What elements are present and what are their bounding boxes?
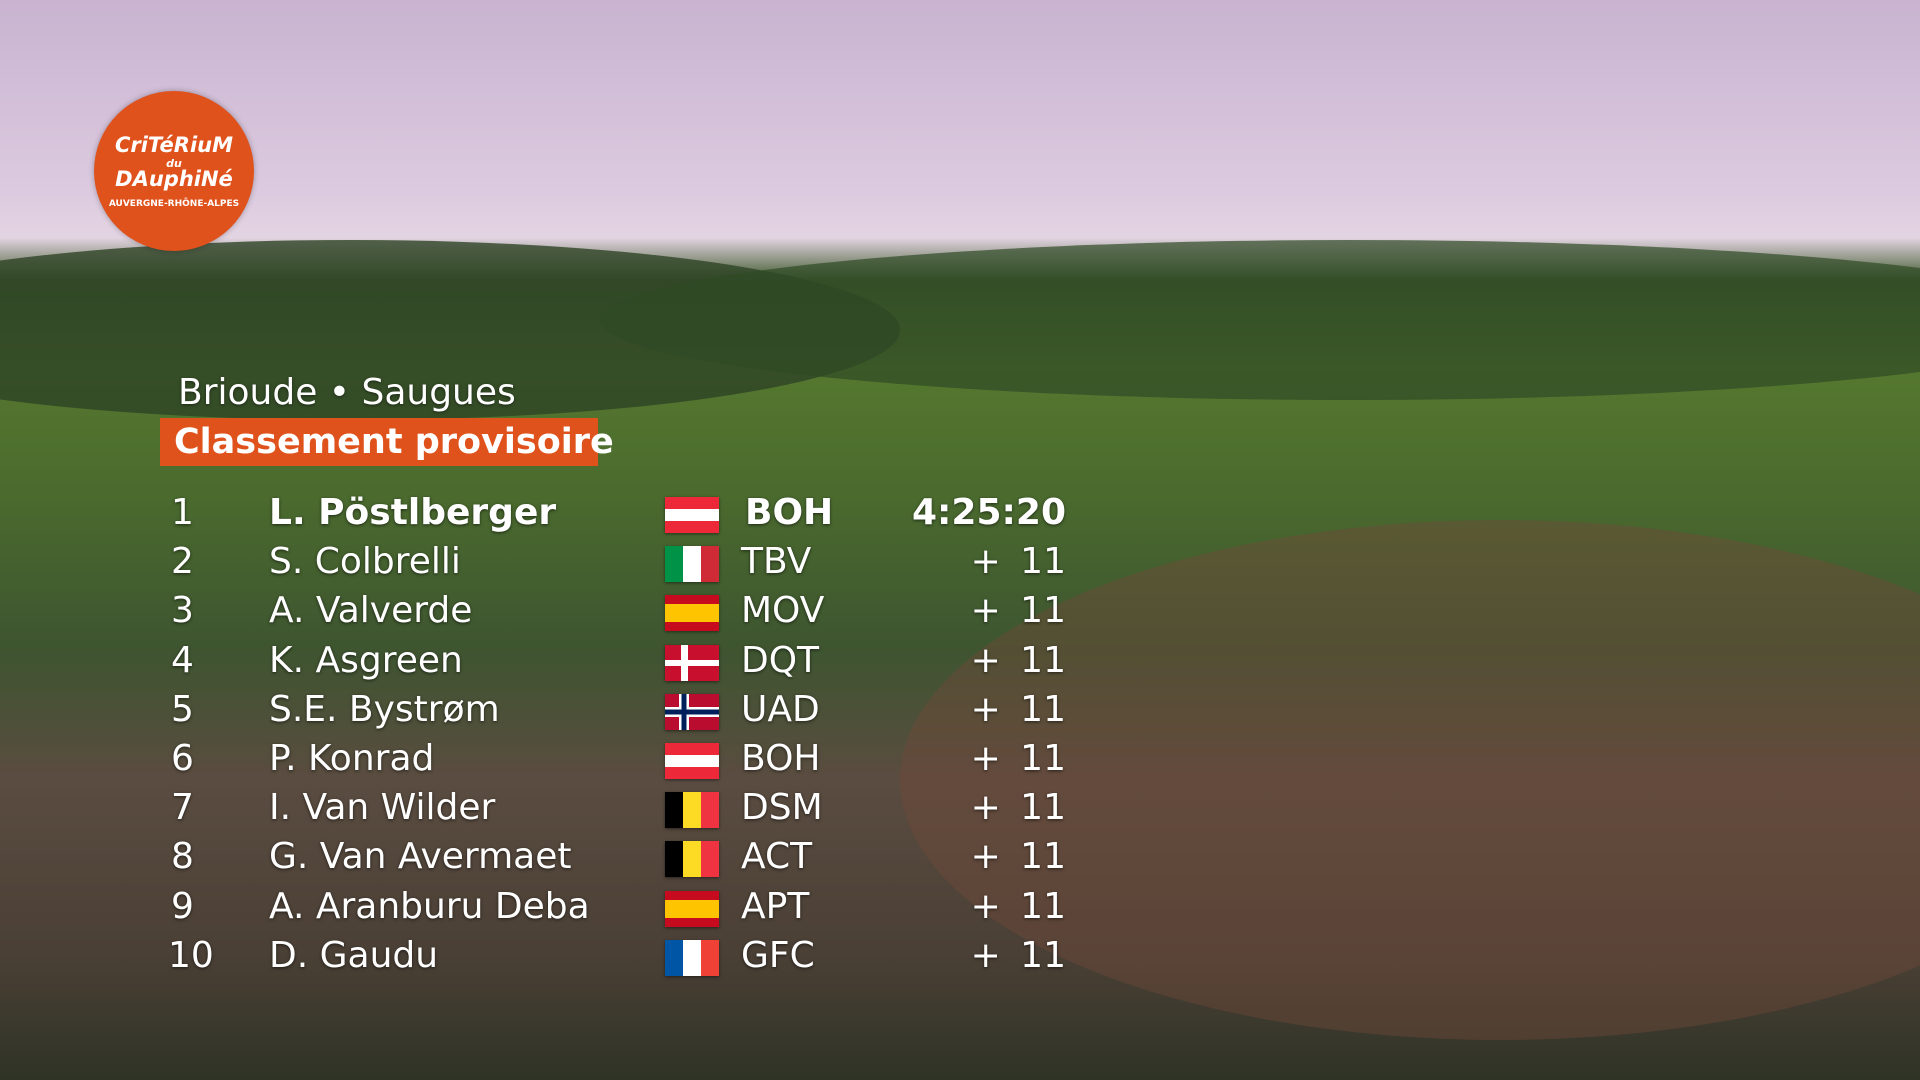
time: + 11 <box>970 934 1066 976</box>
flag-icon <box>665 939 719 976</box>
flag <box>665 693 719 730</box>
rider-name: K. Asgreen <box>269 639 463 681</box>
rider-name: G. Van Avermaet <box>269 836 572 878</box>
flag-icon <box>665 595 719 632</box>
rank: 1 <box>171 492 194 533</box>
rank: 7 <box>171 787 194 829</box>
flag-icon <box>665 841 719 878</box>
flag <box>665 792 719 829</box>
title: Classement provisoire <box>174 422 614 462</box>
time: + 11 <box>970 836 1066 878</box>
rider-name: A. Aranburu Deba <box>269 885 590 927</box>
logo-text: DAuphiNé <box>115 167 233 191</box>
flag-icon <box>665 890 719 927</box>
flag <box>665 595 719 632</box>
team-code: APT <box>741 885 810 927</box>
time: 4:25:20 <box>911 492 1066 533</box>
team-code: MOV <box>741 590 825 632</box>
time: + 11 <box>970 738 1066 779</box>
village <box>900 520 1920 1040</box>
team-code: TBV <box>741 541 812 583</box>
rider-name: A. Valverde <box>269 590 473 632</box>
hill <box>600 240 1920 400</box>
flag <box>665 841 719 878</box>
time: + 11 <box>970 885 1066 927</box>
team-code: BOH <box>745 492 834 533</box>
flag <box>665 743 719 779</box>
team-code: DSM <box>741 787 823 829</box>
flag <box>665 497 719 533</box>
flag-icon <box>665 497 719 533</box>
logo: CriTéRiuM du DAuphiNé AUVERGNE-RHÔNE-ALP… <box>94 91 254 251</box>
time: + 11 <box>970 787 1066 829</box>
time: + 11 <box>970 541 1066 583</box>
rank: 6 <box>171 738 194 779</box>
rank: 9 <box>171 885 194 927</box>
rider-name: D. Gaudu <box>269 934 439 976</box>
team-code: ACT <box>741 836 813 878</box>
team-code: DQT <box>741 639 820 681</box>
flag-icon <box>665 546 719 583</box>
time: + 11 <box>970 639 1066 681</box>
logo-text: du <box>166 157 182 170</box>
stage-name: Brioude • Saugues <box>178 372 516 413</box>
rider-name: I. Van Wilder <box>269 787 496 829</box>
logo-text: AUVERGNE-RHÔNE-ALPES <box>108 199 240 209</box>
title-box: Classement provisoire <box>160 418 614 466</box>
logo-text: CriTéRiuM <box>114 133 234 157</box>
rider-name: S. Colbrelli <box>269 541 461 583</box>
rank: 10 <box>168 934 214 976</box>
flag-icon <box>665 644 719 681</box>
flag <box>665 644 719 681</box>
rank: 5 <box>171 688 194 730</box>
flag <box>665 890 719 927</box>
team-code: UAD <box>741 688 820 730</box>
rider-name: P. Konrad <box>269 738 435 779</box>
rank: 2 <box>171 541 194 583</box>
rider-name: S.E. Bystrøm <box>269 688 500 730</box>
flag-icon <box>665 693 719 730</box>
time: + 11 <box>970 590 1066 632</box>
time: + 11 <box>970 688 1066 730</box>
flag-icon <box>665 743 719 779</box>
flag <box>665 546 719 583</box>
team-code: BOH <box>741 738 821 779</box>
rider-name: L. Pöstlberger <box>269 492 557 533</box>
rank: 3 <box>171 590 194 632</box>
team-code: GFC <box>741 934 815 976</box>
flag <box>665 939 719 976</box>
rank: 8 <box>171 836 194 878</box>
flag-icon <box>665 792 719 829</box>
rank: 4 <box>171 639 194 681</box>
